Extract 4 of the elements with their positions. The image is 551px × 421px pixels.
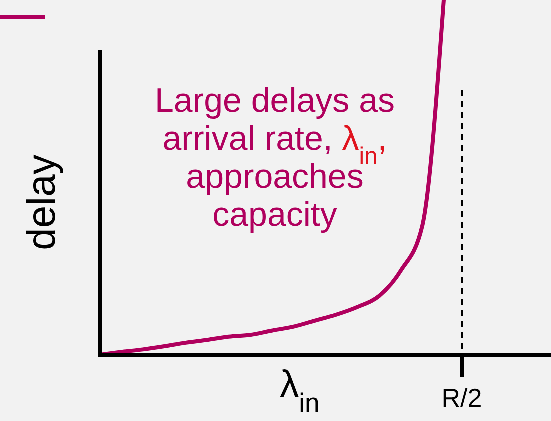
y-axis-title: delay [20, 154, 64, 250]
text: R/2 [442, 383, 482, 413]
text: Large delays as arrival rate, λ$_{in}$, approaches capacity [154, 82, 396, 234]
x-axis-title: λ$_{in}$ [280, 364, 320, 418]
